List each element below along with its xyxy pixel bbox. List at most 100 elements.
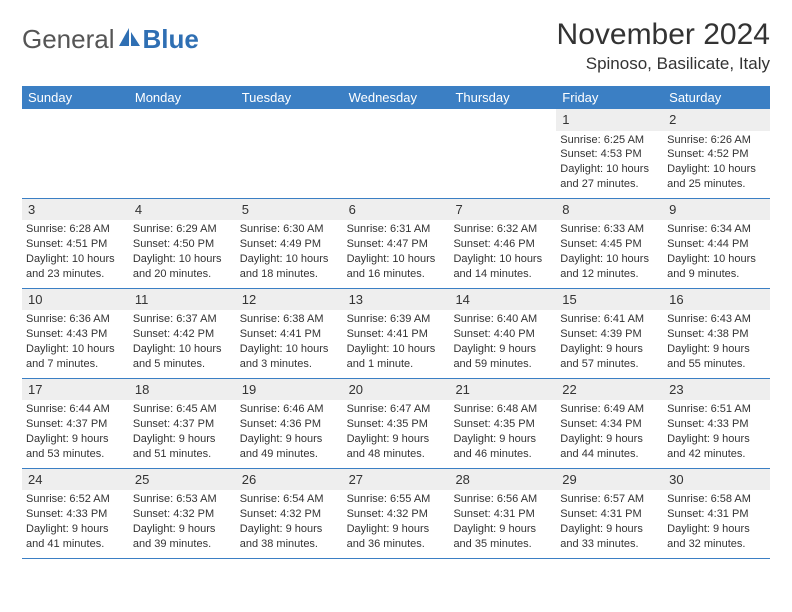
- daylight-text: Daylight: 9 hours and 33 minutes.: [560, 522, 659, 552]
- daylight-text: Daylight: 9 hours and 39 minutes.: [133, 522, 232, 552]
- weekday-header: Friday: [556, 86, 663, 109]
- day-number: 24: [22, 469, 129, 491]
- sunset-text: Sunset: 4:50 PM: [133, 237, 232, 252]
- title-block: November 2024 Spinoso, Basilicate, Italy: [557, 18, 770, 74]
- daylight-text: Daylight: 10 hours and 23 minutes.: [26, 252, 125, 282]
- weekday-header-row: Sunday Monday Tuesday Wednesday Thursday…: [22, 86, 770, 109]
- daylight-text: Daylight: 9 hours and 44 minutes.: [560, 432, 659, 462]
- day-cell: 26Sunrise: 6:54 AMSunset: 4:32 PMDayligh…: [236, 469, 343, 558]
- daylight-text: Daylight: 9 hours and 49 minutes.: [240, 432, 339, 462]
- sunrise-text: Sunrise: 6:49 AM: [560, 402, 659, 417]
- daylight-text: Daylight: 9 hours and 57 minutes.: [560, 342, 659, 372]
- day-cell: 24Sunrise: 6:52 AMSunset: 4:33 PMDayligh…: [22, 469, 129, 558]
- day-cell: 9Sunrise: 6:34 AMSunset: 4:44 PMDaylight…: [663, 199, 770, 288]
- day-cell: 22Sunrise: 6:49 AMSunset: 4:34 PMDayligh…: [556, 379, 663, 468]
- daylight-text: Daylight: 10 hours and 7 minutes.: [26, 342, 125, 372]
- day-cell: 16Sunrise: 6:43 AMSunset: 4:38 PMDayligh…: [663, 289, 770, 378]
- sunrise-text: Sunrise: 6:54 AM: [240, 492, 339, 507]
- daylight-text: Daylight: 9 hours and 42 minutes.: [667, 432, 766, 462]
- calendar-grid: Sunday Monday Tuesday Wednesday Thursday…: [22, 86, 770, 559]
- daylight-text: Daylight: 10 hours and 20 minutes.: [133, 252, 232, 282]
- sunset-text: Sunset: 4:33 PM: [26, 507, 125, 522]
- day-number: 6: [343, 199, 450, 221]
- day-number: 28: [449, 469, 556, 491]
- daylight-text: Daylight: 9 hours and 53 minutes.: [26, 432, 125, 462]
- day-cell: 6Sunrise: 6:31 AMSunset: 4:47 PMDaylight…: [343, 199, 450, 288]
- daylight-text: Daylight: 10 hours and 9 minutes.: [667, 252, 766, 282]
- day-cell: 4Sunrise: 6:29 AMSunset: 4:50 PMDaylight…: [129, 199, 236, 288]
- sunset-text: Sunset: 4:44 PM: [667, 237, 766, 252]
- day-cell: 18Sunrise: 6:45 AMSunset: 4:37 PMDayligh…: [129, 379, 236, 468]
- day-cell: 8Sunrise: 6:33 AMSunset: 4:45 PMDaylight…: [556, 199, 663, 288]
- day-cell: 20Sunrise: 6:47 AMSunset: 4:35 PMDayligh…: [343, 379, 450, 468]
- weekday-header: Tuesday: [236, 86, 343, 109]
- daylight-text: Daylight: 9 hours and 59 minutes.: [453, 342, 552, 372]
- sunset-text: Sunset: 4:32 PM: [347, 507, 446, 522]
- week-row: 1Sunrise: 6:25 AMSunset: 4:53 PMDaylight…: [22, 109, 770, 199]
- sunrise-text: Sunrise: 6:43 AM: [667, 312, 766, 327]
- day-number: 14: [449, 289, 556, 311]
- daylight-text: Daylight: 10 hours and 27 minutes.: [560, 162, 659, 192]
- sunrise-text: Sunrise: 6:53 AM: [133, 492, 232, 507]
- day-number: 5: [236, 199, 343, 221]
- sunset-text: Sunset: 4:47 PM: [347, 237, 446, 252]
- daylight-text: Daylight: 10 hours and 18 minutes.: [240, 252, 339, 282]
- day-number: [129, 109, 236, 131]
- sunrise-text: Sunrise: 6:32 AM: [453, 222, 552, 237]
- day-number: 15: [556, 289, 663, 311]
- logo: General Blue: [22, 18, 199, 55]
- sunset-text: Sunset: 4:35 PM: [453, 417, 552, 432]
- day-cell: [343, 109, 450, 198]
- sunrise-text: Sunrise: 6:37 AM: [133, 312, 232, 327]
- day-number: 7: [449, 199, 556, 221]
- day-cell: 15Sunrise: 6:41 AMSunset: 4:39 PMDayligh…: [556, 289, 663, 378]
- sunset-text: Sunset: 4:41 PM: [240, 327, 339, 342]
- day-number: 2: [663, 109, 770, 131]
- sunset-text: Sunset: 4:51 PM: [26, 237, 125, 252]
- month-title: November 2024: [557, 18, 770, 52]
- day-number: 4: [129, 199, 236, 221]
- sunrise-text: Sunrise: 6:40 AM: [453, 312, 552, 327]
- day-number: [343, 109, 450, 131]
- sunset-text: Sunset: 4:31 PM: [667, 507, 766, 522]
- daylight-text: Daylight: 9 hours and 36 minutes.: [347, 522, 446, 552]
- day-number: 13: [343, 289, 450, 311]
- daylight-text: Daylight: 9 hours and 55 minutes.: [667, 342, 766, 372]
- daylight-text: Daylight: 9 hours and 46 minutes.: [453, 432, 552, 462]
- day-number: 3: [22, 199, 129, 221]
- sunrise-text: Sunrise: 6:39 AM: [347, 312, 446, 327]
- day-number: [236, 109, 343, 131]
- daylight-text: Daylight: 9 hours and 51 minutes.: [133, 432, 232, 462]
- sunset-text: Sunset: 4:49 PM: [240, 237, 339, 252]
- day-number: 26: [236, 469, 343, 491]
- logo-sail-icon: [119, 28, 141, 53]
- day-number: [22, 109, 129, 131]
- weekday-header: Saturday: [663, 86, 770, 109]
- sunset-text: Sunset: 4:36 PM: [240, 417, 339, 432]
- daylight-text: Daylight: 9 hours and 38 minutes.: [240, 522, 339, 552]
- day-number: 10: [22, 289, 129, 311]
- sunrise-text: Sunrise: 6:26 AM: [667, 133, 766, 148]
- sunset-text: Sunset: 4:34 PM: [560, 417, 659, 432]
- daylight-text: Daylight: 10 hours and 12 minutes.: [560, 252, 659, 282]
- calendar-page: General Blue November 2024 Spinoso, Basi…: [0, 0, 792, 569]
- day-cell: 30Sunrise: 6:58 AMSunset: 4:31 PMDayligh…: [663, 469, 770, 558]
- day-cell: 3Sunrise: 6:28 AMSunset: 4:51 PMDaylight…: [22, 199, 129, 288]
- sunrise-text: Sunrise: 6:45 AM: [133, 402, 232, 417]
- sunrise-text: Sunrise: 6:36 AM: [26, 312, 125, 327]
- day-cell: 29Sunrise: 6:57 AMSunset: 4:31 PMDayligh…: [556, 469, 663, 558]
- day-cell: 11Sunrise: 6:37 AMSunset: 4:42 PMDayligh…: [129, 289, 236, 378]
- header: General Blue November 2024 Spinoso, Basi…: [22, 18, 770, 74]
- day-number: 30: [663, 469, 770, 491]
- daylight-text: Daylight: 9 hours and 35 minutes.: [453, 522, 552, 552]
- sunset-text: Sunset: 4:42 PM: [133, 327, 232, 342]
- sunset-text: Sunset: 4:31 PM: [560, 507, 659, 522]
- day-cell: 7Sunrise: 6:32 AMSunset: 4:46 PMDaylight…: [449, 199, 556, 288]
- day-number: 16: [663, 289, 770, 311]
- sunset-text: Sunset: 4:46 PM: [453, 237, 552, 252]
- sunrise-text: Sunrise: 6:25 AM: [560, 133, 659, 148]
- weekday-header: Sunday: [22, 86, 129, 109]
- day-number: 17: [22, 379, 129, 401]
- sunrise-text: Sunrise: 6:44 AM: [26, 402, 125, 417]
- day-cell: 10Sunrise: 6:36 AMSunset: 4:43 PMDayligh…: [22, 289, 129, 378]
